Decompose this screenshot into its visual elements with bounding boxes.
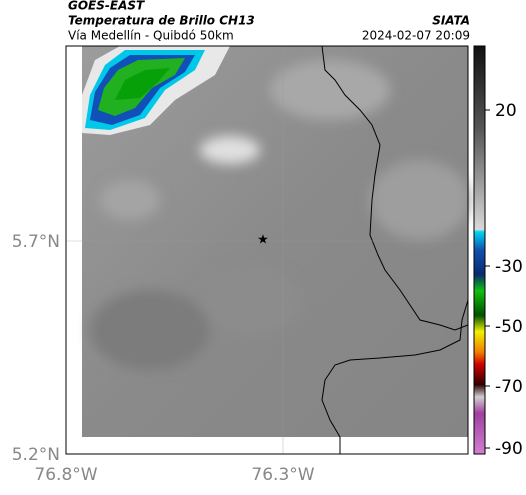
lat-label: 5.2°N — [12, 445, 60, 465]
product: Temperatura de Brillo CH13 — [68, 14, 255, 28]
agency: SIATA — [432, 14, 470, 28]
borders — [321, 45, 469, 454]
source: GOES-EAST — [68, 0, 145, 13]
lon-label: 76.8°W — [34, 465, 97, 485]
texture — [90, 60, 470, 370]
lat-label: 5.7°N — [12, 232, 60, 252]
colorbar-tick-label: -50 — [495, 317, 523, 337]
lon-label: 76.3°W — [251, 465, 314, 485]
city-marker: ★ — [257, 233, 269, 248]
satellite-image — [82, 45, 470, 454]
axis-labels: 5.7°N 5.2°N 76.8°W 76.3°W — [12, 232, 315, 485]
cold-cloud — [82, 46, 230, 135]
gridlines — [66, 46, 468, 454]
colorbar-tick-label: -90 — [495, 439, 523, 459]
timestamp: 2024-02-07 20:09 — [362, 29, 470, 43]
colorbar-tick-label: 20 — [495, 101, 517, 121]
colorbar-scale — [473, 45, 486, 455]
colorbar: 20 -30 -50 -70 -90 — [473, 45, 523, 459]
colorbar-tick-label: -70 — [495, 377, 523, 397]
header: GOES-EAST Temperatura de Brillo CH13 Vía… — [68, 0, 470, 43]
route: Vía Medellín - Quibdó 50km — [68, 29, 234, 43]
colorbar-tick-label: -30 — [495, 257, 523, 277]
map-frame — [65, 45, 469, 455]
